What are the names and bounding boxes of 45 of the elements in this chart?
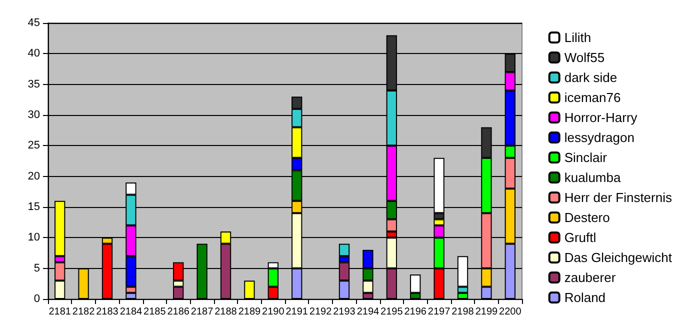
y-tick-label: 30 [28, 109, 40, 121]
y-tick-label: 15 [28, 201, 40, 213]
x-tick-label: 2194 [356, 306, 380, 318]
x-tick-label: 2192 [309, 306, 332, 318]
x-tick-label: 2185 [144, 306, 166, 318]
legend-label: Roland [564, 290, 606, 305]
legend-label: iceman76 [564, 90, 621, 105]
legend-label: Gruftl [564, 230, 596, 245]
x-tick-label: 2181 [48, 306, 72, 318]
legend-label: dark side [564, 70, 618, 85]
y-tick-label: 40 [28, 48, 40, 60]
legend-label: Lilith [564, 30, 592, 45]
x-tick-label: 2195 [380, 306, 404, 318]
x-tick-label: 2197 [428, 306, 451, 318]
legend-label: Destero [564, 210, 610, 225]
legend-label: zauberer [564, 270, 616, 285]
bar [244, 280, 255, 299]
y-tick-label: 25 [28, 140, 40, 152]
y-tick-label: 10 [28, 232, 40, 244]
x-tick-label: 2182 [72, 306, 96, 318]
x-tick-label: 2184 [120, 306, 143, 318]
legend-label: Sinclair [564, 150, 608, 165]
x-tick-label: 2199 [475, 306, 498, 318]
x-tick-label: 2193 [333, 306, 356, 318]
y-tick-label: 5 [34, 262, 40, 274]
x-tick-label: 2200 [499, 306, 522, 318]
y-tick-label: 35 [28, 78, 40, 90]
x-tick-label: 2191 [286, 306, 308, 318]
x-tick-label: 2198 [452, 306, 474, 318]
legend-label: Herr der Finsternis [564, 190, 672, 205]
x-tick-label: 2187 [190, 306, 214, 318]
y-tick-label: 45 [28, 17, 40, 29]
y-tick-label: 20 [28, 170, 40, 182]
x-tick-label: 2186 [167, 306, 190, 318]
legend-label: Das Gleichgewicht [564, 250, 672, 265]
x-tick-label: 2188 [214, 306, 238, 318]
y-tick-label: 0 [34, 293, 40, 305]
legend-label: Horror-Harry [564, 110, 638, 125]
x-tick-label: 2183 [96, 306, 119, 318]
legend-label: kualumba [564, 170, 622, 185]
x-tick-label: 2196 [404, 306, 427, 318]
x-tick-label: 2190 [262, 306, 285, 318]
legend-label: Wolf55 [564, 50, 605, 65]
legend-label: lessydragon [564, 130, 634, 145]
x-tick-label: 2189 [238, 306, 262, 318]
